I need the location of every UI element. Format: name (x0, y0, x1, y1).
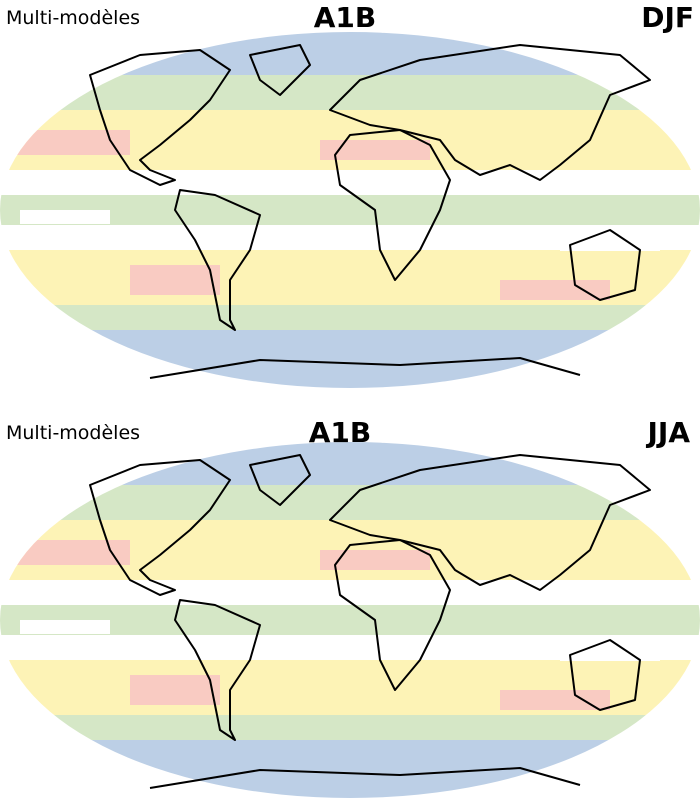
model-label: Multi-modèles (6, 7, 140, 29)
map (0, 442, 700, 798)
panel: Multi-modèles A1B DJF (0, 1, 700, 388)
scenario: A1B (314, 1, 377, 34)
scenario: A1B (309, 416, 372, 449)
panel: Multi-modèles A1B JJA (0, 416, 700, 798)
map (0, 32, 700, 388)
season: DJF (641, 1, 694, 34)
model-label: Multi-modèles (6, 422, 140, 444)
season: JJA (645, 416, 690, 449)
